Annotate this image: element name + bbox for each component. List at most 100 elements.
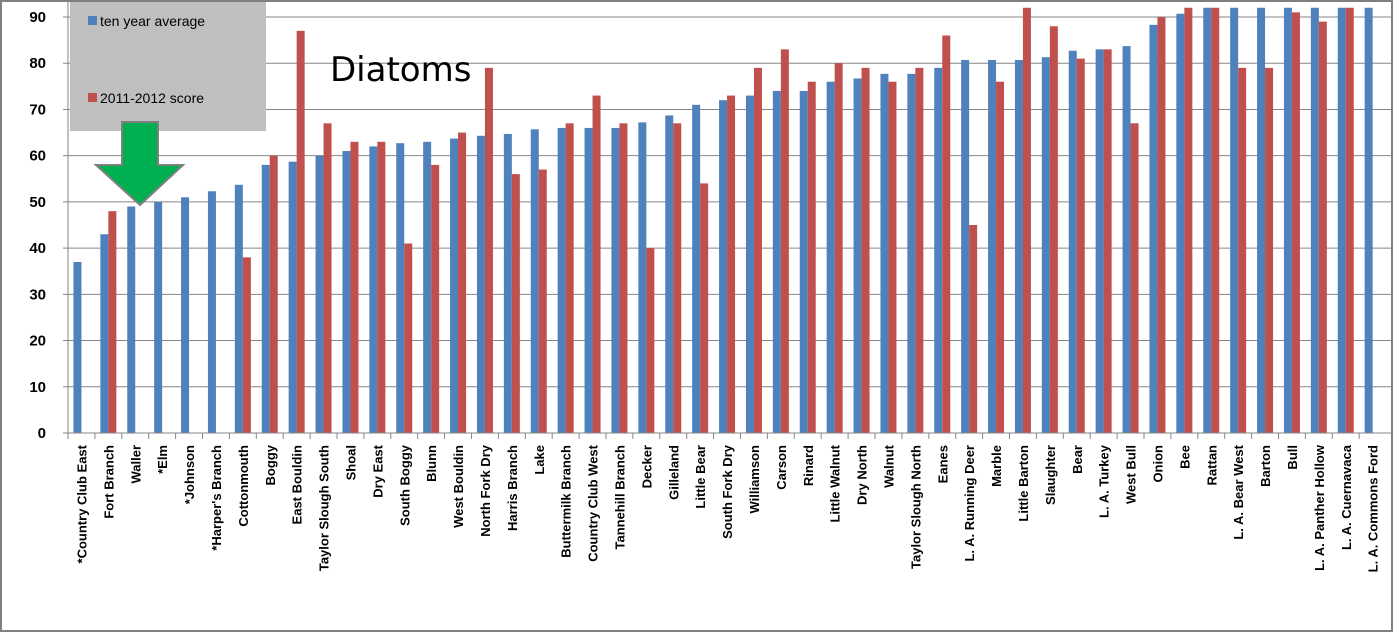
y-tick-label: 40: [29, 240, 46, 257]
bar-ten-year-average: [530, 129, 539, 433]
y-tick-label: 50: [29, 194, 46, 211]
bar-ten-year-average: [288, 161, 297, 434]
bar-2011-2012-score: [108, 211, 117, 433]
bar-2011-2012-score: [511, 174, 520, 433]
bar-ten-year-average: [396, 143, 405, 434]
bar-2011-2012-score: [780, 49, 789, 433]
x-tick-label: Harris Branch: [505, 445, 520, 531]
x-tick-label: Taylor Slough North: [908, 445, 923, 569]
x-tick-label: Waller: [128, 445, 143, 484]
bar-2011-2012-score: [1211, 7, 1220, 434]
bar-2011-2012-score: [969, 225, 978, 433]
bar-ten-year-average: [261, 164, 270, 433]
bar-ten-year-average: [1364, 7, 1373, 434]
bar-ten-year-average: [1230, 7, 1239, 434]
x-tick-label: North Fork Dry: [478, 444, 493, 537]
x-tick-label: West Bull: [1124, 445, 1139, 504]
bar-2011-2012-score: [350, 141, 359, 434]
green-down-arrow-icon: [93, 121, 186, 207]
bar-ten-year-average: [503, 133, 512, 434]
bar-2011-2012-score: [242, 257, 251, 433]
x-tick-label: Bee: [1177, 445, 1192, 469]
x-tick-label: L. A. Bear West: [1231, 444, 1246, 539]
y-tick-label: 90: [29, 9, 46, 26]
bar-ten-year-average: [476, 135, 485, 433]
legend-label-ten-year-average: ten year average: [100, 13, 205, 29]
bar-2011-2012-score: [1103, 49, 1112, 433]
x-tick-label: Taylor Slough South: [317, 445, 332, 571]
x-tick-label: South Fork Dry: [720, 444, 735, 539]
x-tick-label: South Boggy: [397, 444, 412, 526]
x-tick-label: Boggy: [263, 444, 278, 485]
bar-ten-year-average: [100, 234, 109, 433]
bar-ten-year-average: [207, 191, 216, 433]
x-tick-label: Buttermilk Branch: [559, 445, 574, 558]
bars: [73, 7, 1373, 434]
bar-ten-year-average: [154, 201, 163, 433]
x-tick-label: Eanes: [935, 445, 950, 483]
bar-ten-year-average: [1283, 7, 1292, 434]
x-tick-label: L. A. Panther Hollow: [1312, 444, 1327, 571]
y-tick-label: 0: [38, 425, 46, 442]
bar-2011-2012-score: [269, 155, 278, 433]
bar-2011-2012-score: [458, 132, 467, 434]
x-tick-label: Cottonmouth: [236, 445, 251, 527]
y-tick-label: 30: [29, 286, 46, 303]
x-tick-label: Decker: [639, 445, 654, 488]
x-tick-label: Rinard: [801, 445, 816, 486]
bar-ten-year-average: [557, 127, 566, 433]
bar-2011-2012-score: [619, 123, 628, 434]
bar-ten-year-average: [638, 122, 647, 434]
bar-2011-2012-score: [727, 95, 736, 434]
bar-2011-2012-score: [1291, 12, 1300, 434]
bar-ten-year-average: [1014, 59, 1023, 434]
bar-ten-year-average: [73, 261, 82, 433]
x-tick-labels: *Country Club East Fort Branch Waller *Elm *…: [74, 444, 1380, 572]
bar-2011-2012-score: [323, 123, 332, 434]
bar-ten-year-average: [584, 127, 593, 433]
y-tick-label: 70: [29, 101, 46, 118]
bar-2011-2012-score: [1184, 7, 1193, 434]
bar-2011-2012-score: [377, 141, 386, 434]
bar-ten-year-average: [1257, 7, 1266, 434]
bar-ten-year-average: [450, 138, 459, 433]
x-tick-label: East Bouldin: [290, 445, 305, 525]
bar-2011-2012-score: [915, 67, 924, 433]
bar-2011-2012-score: [565, 123, 574, 434]
bar-2011-2012-score: [807, 81, 816, 433]
y-tick-label: 10: [29, 379, 46, 396]
bar-2011-2012-score: [484, 67, 493, 433]
bar-2011-2012-score: [1076, 58, 1085, 433]
y-tick-label: 20: [29, 333, 46, 350]
bar-ten-year-average: [1337, 7, 1346, 434]
x-tick-label: Barton: [1258, 445, 1273, 487]
x-tick-label: West Bouldin: [451, 445, 466, 528]
x-tick-label: L. A. Cuernavaca: [1339, 444, 1354, 550]
bar-2011-2012-score: [673, 123, 682, 434]
y-tick-label: 60: [29, 148, 46, 165]
x-tick-label: *Elm: [155, 445, 170, 474]
bar-2011-2012-score: [942, 35, 951, 433]
x-tick-label: Little Bear: [693, 445, 708, 509]
bar-ten-year-average: [826, 81, 835, 433]
legend: ten year average 2011-2012 score: [70, 2, 266, 131]
bar-2011-2012-score: [996, 81, 1005, 433]
x-tick-label: *Harper's Branch: [209, 445, 224, 551]
bar-ten-year-average: [369, 146, 378, 433]
x-tick-label: Williamson: [747, 445, 762, 514]
x-tick-label: L. A. Running Deer: [962, 445, 977, 562]
bar-ten-year-average: [1203, 7, 1212, 434]
bar-ten-year-average: [1149, 24, 1158, 433]
y-tick-labels: 0 10 20 30 40 50 60 70 80 90: [29, 9, 46, 442]
bar-2011-2012-score: [861, 67, 870, 433]
bar-2011-2012-score: [404, 243, 413, 433]
chart-title: Diatoms: [330, 50, 471, 90]
x-tick-label: Lake: [532, 445, 547, 475]
bar-ten-year-average: [934, 67, 943, 433]
x-tick-label: Little Barton: [1016, 445, 1031, 522]
x-tick-label: Bull: [1285, 445, 1300, 470]
bar-2011-2012-score: [431, 164, 440, 433]
bar-ten-year-average: [853, 78, 862, 433]
bar-ten-year-average: [1041, 57, 1050, 434]
